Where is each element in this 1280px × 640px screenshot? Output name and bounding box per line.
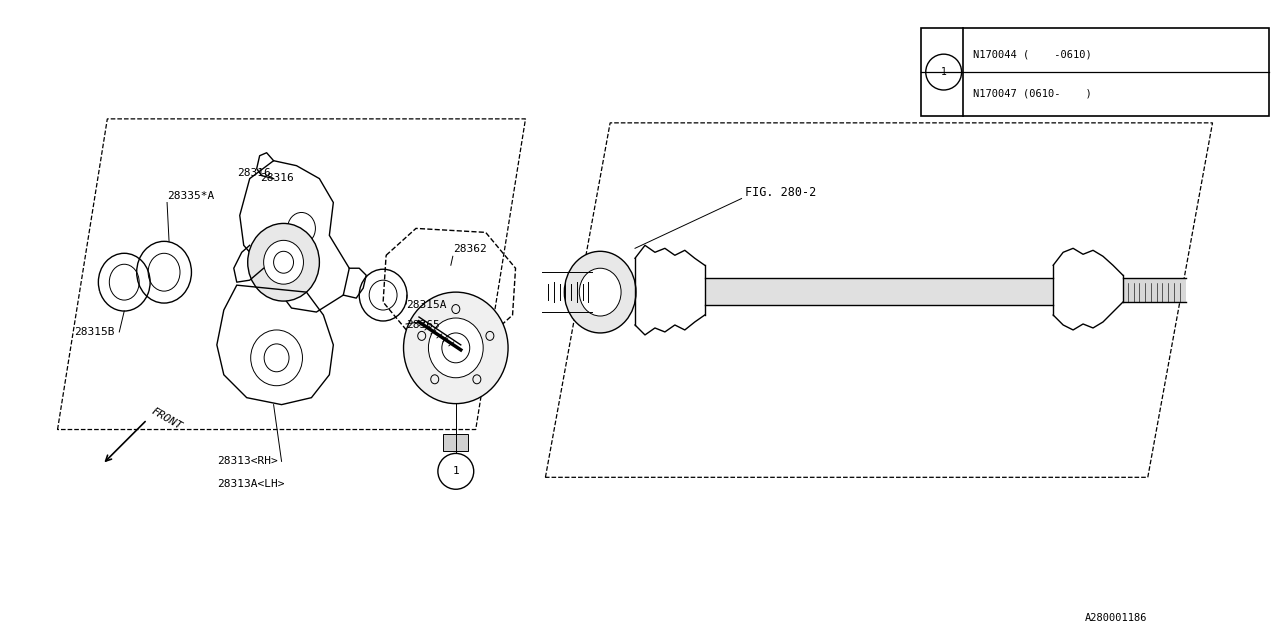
- Text: 28313<RH>: 28313<RH>: [216, 456, 278, 467]
- Text: FIG. 280-2: FIG. 280-2: [745, 186, 815, 198]
- Text: FRONT: FRONT: [150, 406, 183, 431]
- Ellipse shape: [248, 223, 320, 301]
- Text: 28316: 28316: [260, 173, 293, 182]
- Text: 1: 1: [452, 467, 460, 476]
- Ellipse shape: [580, 268, 621, 316]
- Ellipse shape: [564, 252, 636, 333]
- Text: 28362: 28362: [453, 244, 486, 254]
- Text: 28315A: 28315A: [406, 300, 447, 310]
- Text: 28315B: 28315B: [74, 327, 115, 337]
- Text: 28313A<LH>: 28313A<LH>: [216, 479, 284, 489]
- Bar: [443, 433, 467, 451]
- Text: 28316: 28316: [237, 168, 270, 178]
- Bar: [920, 28, 1270, 116]
- Text: 1: 1: [941, 67, 947, 77]
- Ellipse shape: [264, 241, 303, 284]
- Ellipse shape: [403, 292, 508, 404]
- Text: A280001186: A280001186: [1085, 612, 1148, 623]
- Text: 28365: 28365: [406, 320, 440, 330]
- Text: N170044 (    -0610): N170044 ( -0610): [973, 49, 1092, 59]
- Ellipse shape: [429, 318, 483, 378]
- Text: 28335*A: 28335*A: [168, 191, 214, 200]
- Text: N170047 (0610-    ): N170047 (0610- ): [973, 89, 1092, 99]
